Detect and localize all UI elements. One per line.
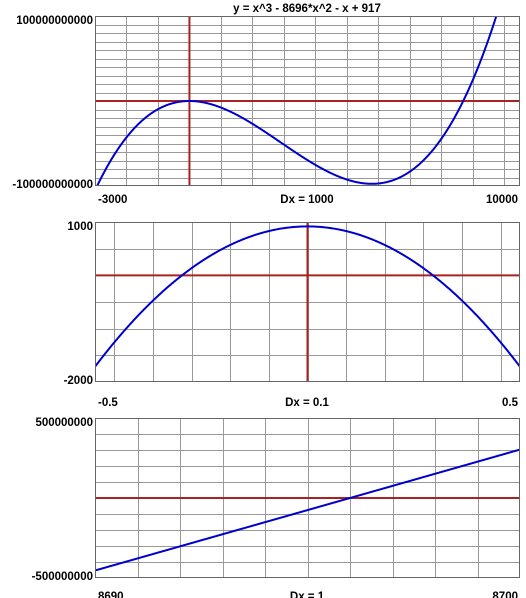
plot-frame (95, 16, 520, 186)
function-curve (95, 448, 520, 572)
y-tick-label-top: 100000000000 (16, 15, 93, 27)
x-tick-label-left: 8690 (98, 591, 124, 598)
plot-frame (95, 418, 520, 578)
y-tick-label-top: 1000 (67, 221, 93, 233)
x-step-label: Dx = 1 (290, 591, 325, 598)
y-tick-label-bottom: -2000 (64, 375, 93, 387)
chart-panel-first: 100000000000 -100000000000 -3000 Dx = 1000 1… (12, 15, 520, 206)
function-curve (95, 225, 520, 368)
x-step-label: Dx = 0.1 (285, 397, 329, 409)
x-tick-label-left: -0.5 (98, 397, 118, 409)
y-tick-label-top: 500000000 (35, 417, 93, 429)
x-tick-label-left: -3000 (98, 194, 127, 206)
plot-title: y = x^3 - 8696*x^2 - x + 917 (233, 3, 381, 15)
x-step-label: Dx = 1000 (280, 194, 333, 206)
function-curve (96, 16, 498, 186)
y-tick-label-bottom: -500000000 (32, 571, 93, 583)
x-tick-label-right: 8700 (492, 591, 518, 598)
chart-panel-third: 500000000 -500000000 8690 Dx = 1 8700 (32, 417, 520, 598)
y-tick-label-bottom: -100000000000 (12, 179, 93, 191)
plot-frame (95, 222, 520, 382)
chart-panel-second: 1000 -2000 -0.5 Dx = 0.1 0.5 (64, 221, 520, 409)
x-tick-label-right: 0.5 (502, 397, 519, 409)
x-tick-label-right: 10000 (486, 194, 518, 206)
